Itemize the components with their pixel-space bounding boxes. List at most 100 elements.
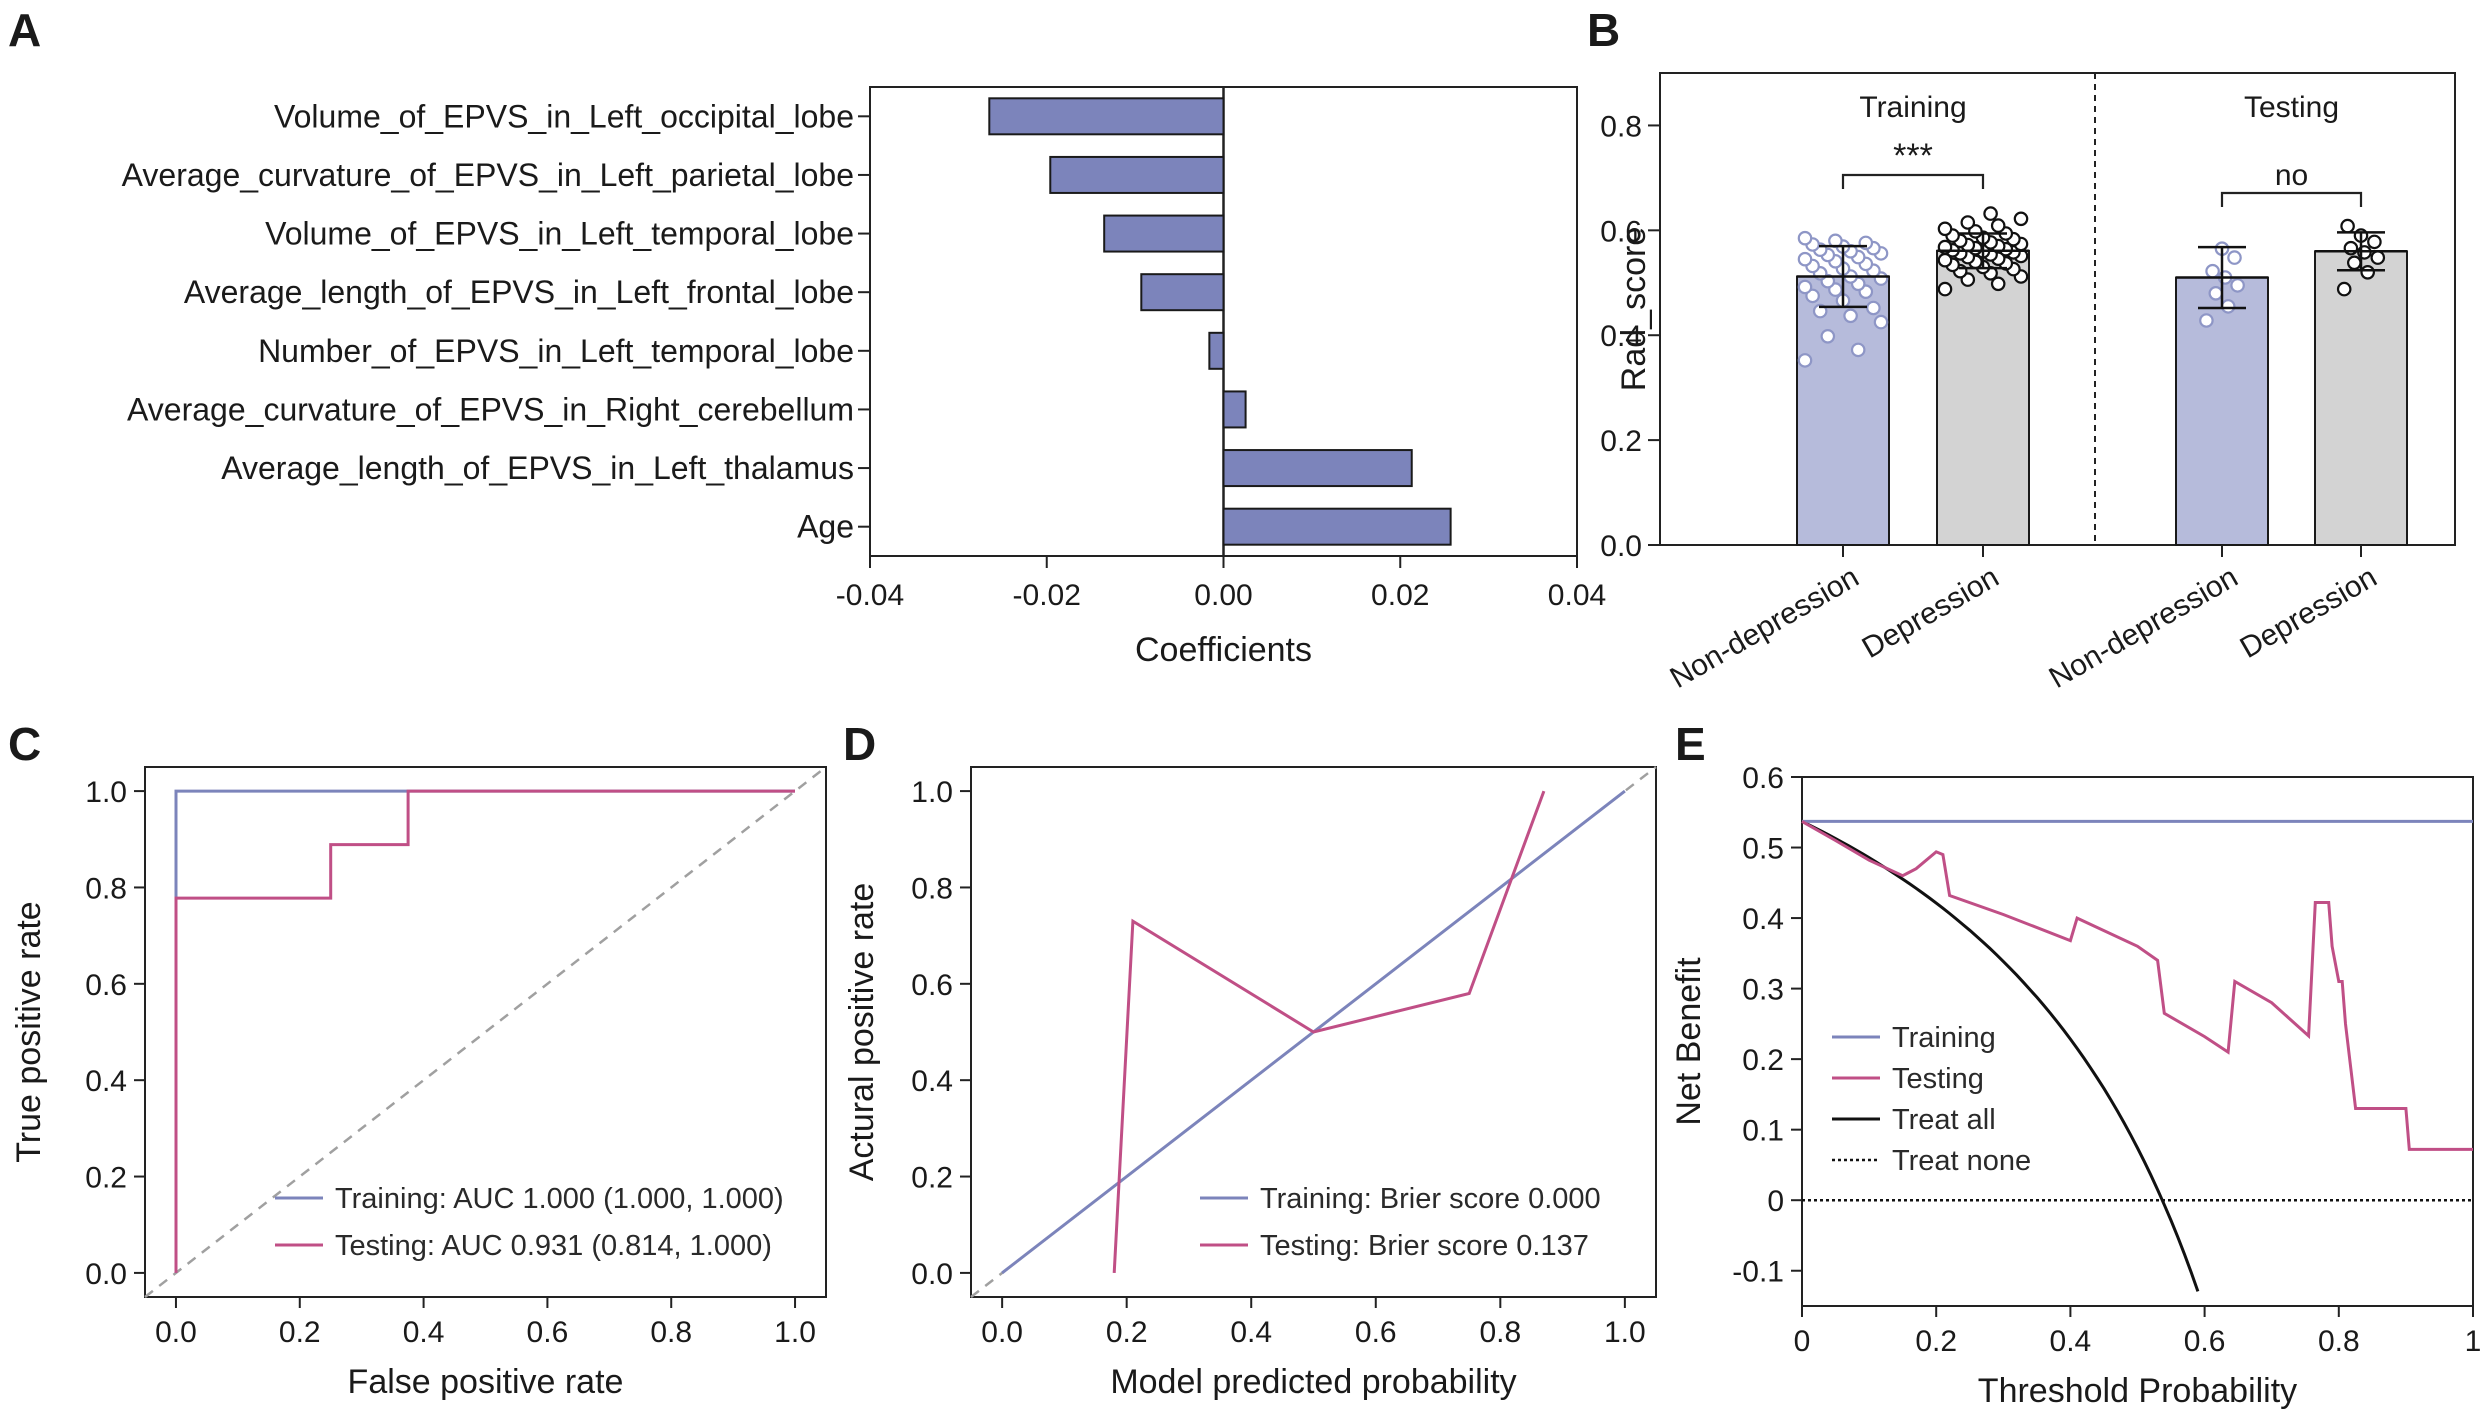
y-tick-label: 0.4 [1742, 903, 1784, 936]
data-point [1960, 215, 1976, 230]
data-point [2367, 234, 2382, 250]
data-point [1797, 353, 1813, 368]
plot-frame [970, 766, 1657, 1298]
plot-frame [144, 766, 827, 1298]
x-category-label: Depression [2235, 560, 2383, 664]
group-title: Testing [2244, 91, 2339, 124]
x-tick-label: 0.4 [1230, 1316, 1272, 1349]
feature-label: Average_curvature_of_EPVS_in_Right_cereb… [127, 391, 854, 427]
x-tick-label: 0.8 [1479, 1316, 1521, 1349]
plot-frame [1801, 776, 2474, 1307]
data-point [1797, 279, 1813, 295]
decision-line-testing [1801, 820, 2473, 1151]
x-category-label: Non-depression [1665, 560, 1865, 694]
legend-label: Training: AUC 1.000 (1.000, 1.000) [335, 1183, 784, 1215]
x-category-label: Depression [1857, 560, 2005, 664]
x-tick-label: 0.00 [1194, 579, 1252, 612]
y-tick-label: 0.0 [1600, 530, 1642, 563]
x-tick-label: 1.0 [1604, 1316, 1646, 1349]
feature-label: Age [797, 509, 854, 545]
y-tick-label: 0.2 [85, 1162, 127, 1195]
data-point [1873, 314, 1889, 330]
y-axis-label: Rad_score [1615, 227, 1653, 391]
panel-d-calibration-chart: 0.0 0.2 0.4 0.6 0.8 1.0 0.0 0.2 0.4 0.6 0.8 1.0 Mode… [843, 766, 1657, 1401]
y-tick-label: 0.6 [1600, 215, 1642, 248]
coefficient-bar [988, 97, 1225, 136]
x-tick-label: 0.4 [403, 1316, 445, 1349]
y-tick-label: 0.0 [85, 1258, 127, 1291]
y-tick-label: 1.0 [85, 776, 127, 809]
feature-label: Volume_of_EPVS_in_Left_temporal_lobe [265, 216, 854, 252]
x-tick-label: 0.6 [1355, 1316, 1397, 1349]
calibration-line-testing [1112, 790, 1546, 1273]
y-tick-label: 0.1 [1742, 1115, 1784, 1148]
data-point [1937, 281, 1953, 297]
y-tick-label: 0.6 [1742, 762, 1784, 795]
roc-line-testing [174, 789, 795, 1273]
x-axis-label: Model predicted probability [1110, 1363, 1516, 1401]
y-tick-label: 0.0 [911, 1258, 953, 1291]
legend-label: Treat none [1892, 1145, 2031, 1177]
data-point [1850, 342, 1866, 358]
y-tick-label: 1.0 [911, 776, 953, 809]
x-tick-label: 0.0 [981, 1316, 1023, 1349]
x-tick-label: 0.8 [2318, 1325, 2360, 1358]
y-tick-label: 0.6 [85, 969, 127, 1002]
y-tick-label: 0.3 [1742, 974, 1784, 1007]
data-point [2360, 264, 2375, 280]
x-tick-label: 0.2 [1106, 1316, 1148, 1349]
x-tick-label: 1.0 [774, 1316, 816, 1349]
data-point [2340, 218, 2355, 234]
rad-score-bar [2175, 276, 2269, 546]
coefficient-bar [1049, 155, 1225, 194]
coefficient-bar [1208, 331, 1225, 370]
data-point [2199, 313, 2214, 328]
y-tick-label: 0.4 [1600, 320, 1642, 353]
y-tick-label: 0.2 [1742, 1044, 1784, 1077]
y-tick-label: 0.6 [911, 969, 953, 1002]
significance-bracket [1841, 173, 1985, 189]
data-point [2347, 255, 2362, 271]
treat-all-curve [1801, 820, 2200, 1292]
significance-label: no [2275, 159, 2308, 192]
data-point [2230, 278, 2245, 293]
coefficient-bar [1103, 214, 1225, 253]
x-axis-label: Threshold Probability [1978, 1372, 2297, 1410]
legend-label: Training: Brier score 0.000 [1260, 1183, 1601, 1215]
y-tick-label: 0.8 [1600, 110, 1642, 143]
panel-e-decision-curve-chart: 0 0.2 0.4 0.6 0.8 1 -0.1 0 0.1 0.2 0.3 0.4 0.5 0.6 Thr… [1670, 762, 2481, 1410]
x-axis-label: False positive rate [348, 1363, 624, 1401]
coefficient-bar [1222, 449, 1413, 488]
x-axis-label: Coefficients [1135, 631, 1312, 669]
rad-score-bar [2314, 250, 2408, 547]
panel-b-rad-score-chart: 0.0 0.2 0.4 0.6 0.8 Rad_score Training *** Non-d… [1600, 72, 2456, 695]
data-point [1797, 251, 1813, 267]
panel-letter-a: A [8, 4, 41, 56]
data-point [1805, 288, 1820, 304]
legend-label: Training [1892, 1022, 1996, 1054]
data-point [1990, 276, 2006, 292]
y-axis-label: Actural positive rate [843, 883, 881, 1182]
y-tick-label: 0.8 [911, 872, 953, 905]
panel-letter-c: C [8, 718, 41, 770]
y-tick-label: 0.5 [1742, 833, 1784, 866]
x-tick-label: -0.04 [836, 579, 904, 612]
x-category-label: Non-depression [2044, 560, 2244, 694]
x-tick-label: 0.02 [1371, 579, 1429, 612]
rad-score-bar [1936, 249, 2030, 547]
y-tick-label: 0.4 [911, 1065, 953, 1098]
data-point [2370, 250, 2386, 265]
panel-letter-b: B [1587, 4, 1620, 56]
legend-label: Treat all [1892, 1104, 1996, 1136]
x-tick-label: 0.8 [650, 1316, 692, 1349]
x-tick-label: 0.04 [1548, 579, 1606, 612]
y-tick-label: 0.8 [85, 872, 127, 905]
x-tick-label: 0.6 [527, 1316, 569, 1349]
x-tick-label: 0.2 [1915, 1325, 1957, 1358]
feature-label: Average_length_of_EPVS_in_Left_frontal_l… [184, 274, 854, 310]
data-point [2013, 211, 2029, 227]
data-point [1820, 328, 1836, 344]
feature-label: Volume_of_EPVS_in_Left_occipital_lobe [274, 98, 854, 134]
significance-bracket [2220, 191, 2363, 207]
